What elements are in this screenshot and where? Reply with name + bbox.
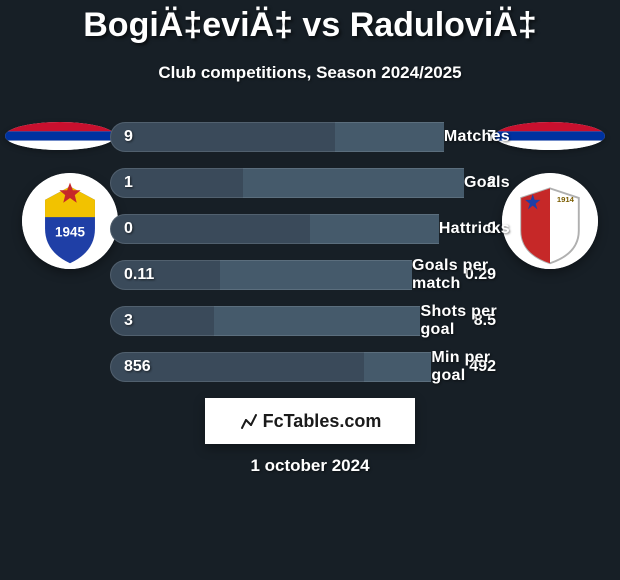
fctables-logo-icon [239,411,259,431]
flag-serbia-icon [5,122,115,150]
stat-row: 97Matches [110,122,510,152]
stat-label: Min per goal [431,349,510,385]
stat-value-left: 856 [124,358,151,376]
stat-value-left: 9 [124,128,133,146]
club-badge-right: 1914 [502,173,598,269]
svg-text:1914: 1914 [557,195,575,204]
stat-bar [110,214,439,244]
svg-text:1945: 1945 [55,224,85,239]
stat-label: Goals per match [412,257,510,293]
stat-bar [110,306,420,336]
stat-bar [110,168,464,198]
stat-label: Hattricks [439,220,510,238]
stat-row: 38.5Shots per goal [110,306,510,336]
stat-value-left: 1 [124,174,133,192]
brand-box[interactable]: FcTables.com [205,398,415,444]
country-badge-right [495,122,605,150]
page-title: BogiÄ‡eviÄ‡ vs RaduloviÄ‡ [0,6,620,45]
club-badge-left: 1945 [22,173,118,269]
stat-value-left: 0 [124,220,133,238]
stat-row: 00Hattricks [110,214,510,244]
stat-label: Matches [444,128,510,146]
flag-serbia-icon [495,122,605,150]
stat-bar [110,260,412,290]
stat-row: 12Goals [110,168,510,198]
stat-label: Shots per goal [420,303,510,339]
comparison-card: BogiÄ‡eviÄ‡ vs RaduloviÄ‡ Club competiti… [0,0,620,580]
club-logo-vojvodina-icon: 1914 [502,173,598,269]
subtitle: Club competitions, Season 2024/2025 [0,63,620,83]
club-logo-spartak-icon: 1945 [22,173,118,269]
stat-value-left: 3 [124,312,133,330]
stat-row: 0.110.29Goals per match [110,260,510,290]
stat-bar [110,352,431,382]
stat-label: Goals [464,174,510,192]
stat-bar [110,122,444,152]
stat-row: 856492Min per goal [110,352,510,382]
brand-label: FcTables.com [239,411,382,432]
country-badge-left [5,122,115,150]
stat-value-left: 0.11 [124,266,154,284]
brand-text: FcTables.com [263,411,382,432]
date-text: 1 october 2024 [0,456,620,476]
